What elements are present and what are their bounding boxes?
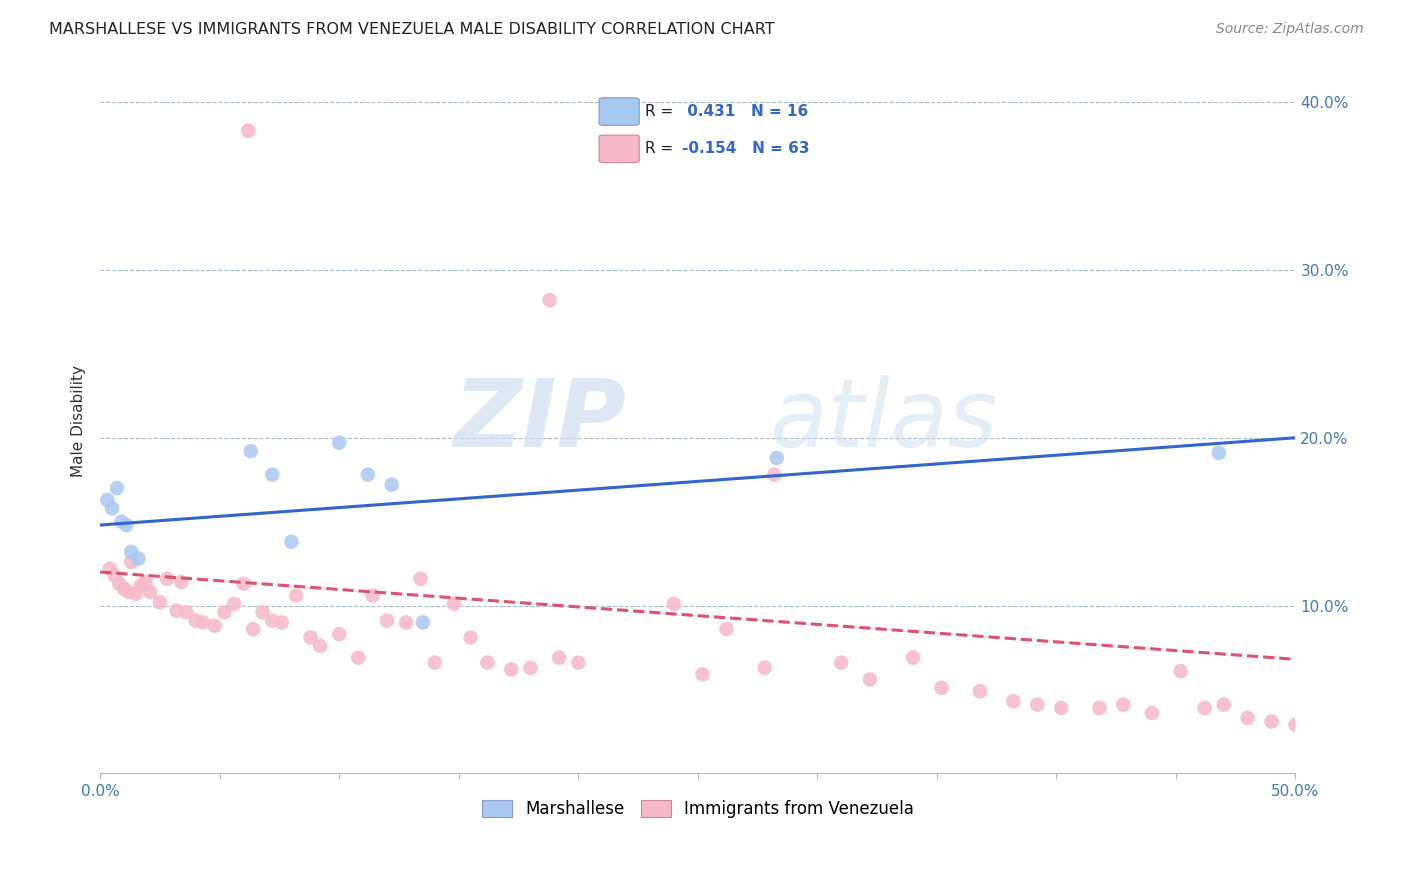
Point <box>1050 701 1073 715</box>
Point <box>460 631 482 645</box>
Point <box>567 656 589 670</box>
Point <box>375 614 398 628</box>
Point <box>1236 711 1258 725</box>
Point <box>105 481 128 495</box>
Point <box>111 515 134 529</box>
Point <box>222 597 245 611</box>
Point <box>1112 698 1135 712</box>
Point <box>174 605 197 619</box>
Point <box>149 595 172 609</box>
Point <box>285 589 308 603</box>
Point <box>239 444 262 458</box>
Point <box>538 293 561 307</box>
Point <box>98 562 121 576</box>
Point <box>901 650 924 665</box>
Point <box>423 656 446 670</box>
Point <box>156 572 179 586</box>
Point <box>204 618 226 632</box>
Point <box>214 605 236 619</box>
Point <box>969 684 991 698</box>
Point <box>395 615 418 630</box>
Point <box>1260 714 1282 729</box>
Point <box>763 467 786 482</box>
Point <box>1170 664 1192 678</box>
Point <box>129 578 152 592</box>
Point <box>242 622 264 636</box>
Point <box>477 656 499 670</box>
Point <box>692 667 714 681</box>
Text: ZIP: ZIP <box>453 375 626 467</box>
Point <box>361 589 384 603</box>
Point <box>347 650 370 665</box>
Point <box>1212 698 1234 712</box>
Point <box>127 551 149 566</box>
Point <box>270 615 292 630</box>
Point <box>931 681 953 695</box>
Point <box>328 627 350 641</box>
Point <box>96 492 118 507</box>
Point <box>381 477 404 491</box>
Text: atlas: atlas <box>769 376 998 467</box>
Point <box>1026 698 1049 712</box>
Point <box>1284 718 1306 732</box>
Point <box>115 518 138 533</box>
Point <box>1002 694 1025 708</box>
Point <box>357 467 380 482</box>
Point <box>125 587 148 601</box>
Point <box>170 575 193 590</box>
Text: MARSHALLESE VS IMMIGRANTS FROM VENEZUELA MALE DISABILITY CORRELATION CHART: MARSHALLESE VS IMMIGRANTS FROM VENEZUELA… <box>49 22 775 37</box>
Point <box>754 661 776 675</box>
Legend: Marshallese, Immigrants from Venezuela: Marshallese, Immigrants from Venezuela <box>475 794 921 825</box>
Point <box>191 615 214 630</box>
Point <box>443 597 465 611</box>
Point <box>280 534 302 549</box>
Point <box>409 572 432 586</box>
Point <box>412 615 434 630</box>
Point <box>328 435 350 450</box>
Point <box>262 467 284 482</box>
Point <box>120 545 142 559</box>
Point <box>103 568 125 582</box>
Point <box>108 576 131 591</box>
Y-axis label: Male Disability: Male Disability <box>72 365 86 477</box>
Point <box>309 639 332 653</box>
Text: Source: ZipAtlas.com: Source: ZipAtlas.com <box>1216 22 1364 37</box>
Point <box>299 631 322 645</box>
Point <box>238 123 260 137</box>
Point <box>1208 446 1230 460</box>
Point <box>765 450 787 465</box>
Point <box>252 605 274 619</box>
Point <box>501 662 523 676</box>
Point <box>859 673 882 687</box>
Point <box>166 604 188 618</box>
Point <box>139 585 162 599</box>
Point <box>830 656 852 670</box>
Point <box>519 661 541 675</box>
Point <box>1088 701 1111 715</box>
Point <box>184 614 207 628</box>
Point <box>118 585 141 599</box>
Point <box>120 555 142 569</box>
Point <box>232 576 254 591</box>
Point <box>662 597 685 611</box>
Point <box>716 622 738 636</box>
Point <box>101 501 124 516</box>
Point <box>112 582 135 596</box>
Point <box>135 575 157 590</box>
Point <box>1140 706 1163 720</box>
Point <box>262 614 284 628</box>
Point <box>548 650 571 665</box>
Point <box>1194 701 1216 715</box>
